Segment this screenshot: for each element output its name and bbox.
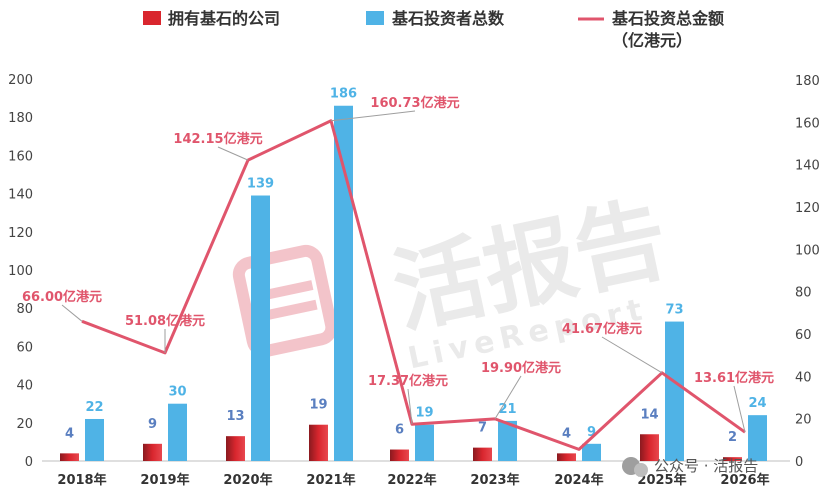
legend-amount-unit: （亿港元） xyxy=(612,31,692,50)
bar-investor xyxy=(85,418,104,461)
bar-company-value-label: 4 xyxy=(65,426,74,441)
y-right-tick-label: 180 xyxy=(795,74,820,89)
y-right-tick-label: 40 xyxy=(795,370,812,385)
bar-company-value-label: 4 xyxy=(562,426,571,441)
bar-company xyxy=(473,447,492,461)
legend-investor-label: 基石投资者总数 xyxy=(391,9,505,28)
y-left-tick-label: 20 xyxy=(16,417,33,432)
legend-amount-label: 基石投资总金额 xyxy=(611,9,724,28)
wechat-icon-bubble xyxy=(634,463,648,477)
y-right-tick-label: 160 xyxy=(795,116,820,131)
footer-text: 公众号 · 活报告 xyxy=(654,457,758,475)
y-axis-left: 0 20 40 60 80 100 120 140 160 180 200 xyxy=(8,73,33,470)
amount-value-label: 17.37亿港元 xyxy=(368,373,448,389)
amount-value-label: 160.73亿港元 xyxy=(370,95,459,111)
watermark-logo-icon xyxy=(232,244,338,358)
y-right-tick-label: 0 xyxy=(795,455,803,470)
y-left-tick-label: 180 xyxy=(8,111,33,126)
x-tick-label: 2023年 xyxy=(470,472,519,488)
y-right-tick-label: 80 xyxy=(795,286,812,301)
bar-company-value-label: 14 xyxy=(640,407,658,422)
bar-investor-value-label: 24 xyxy=(748,396,766,411)
bar-company xyxy=(143,443,162,461)
bar-investor-value-label: 139 xyxy=(247,177,274,192)
amount-value-label: 51.08亿港元 xyxy=(125,313,205,329)
bar-investor-value-label: 22 xyxy=(85,400,103,415)
x-tick-label: 2022年 xyxy=(387,472,436,488)
y-left-tick-label: 40 xyxy=(16,379,33,394)
legend-swatch-company xyxy=(143,11,161,25)
bar-company-value-label: 9 xyxy=(148,417,157,432)
bar-company xyxy=(390,449,409,461)
bar-investor xyxy=(748,415,767,461)
y-right-tick-label: 120 xyxy=(795,201,820,216)
amount-value-label: 13.61亿港元 xyxy=(694,370,774,386)
bar-investor xyxy=(582,443,601,461)
amount-label-leader xyxy=(601,336,663,374)
y-right-tick-label: 60 xyxy=(795,328,812,343)
bar-investor-value-label: 30 xyxy=(168,385,186,400)
legend: 拥有基石的公司 基石投资者总数 基石投资总金额 （亿港元） xyxy=(143,9,724,50)
bar-company-value-label: 13 xyxy=(226,409,244,424)
bar-investor-value-label: 73 xyxy=(665,303,683,318)
y-right-tick-label: 20 xyxy=(795,413,812,428)
x-tick-label: 2024年 xyxy=(554,472,603,488)
y-left-tick-label: 160 xyxy=(8,149,33,164)
bar-investor xyxy=(168,403,187,461)
x-tick-label: 2025年 xyxy=(637,472,686,488)
bar-investor-value-label: 19 xyxy=(415,406,433,421)
amount-labels: 66.00亿港元 51.08亿港元 142.15亿港元 160.73亿港元 17.37亿… xyxy=(22,95,774,433)
bar-investor-value-label: 186 xyxy=(330,87,357,102)
bar-company xyxy=(226,436,245,461)
amount-label-leader xyxy=(61,304,83,322)
amount-value-label: 142.15亿港元 xyxy=(173,131,262,147)
footer: 公众号 · 活报告 xyxy=(622,457,758,477)
amount-label-leader xyxy=(217,146,249,161)
bar-company xyxy=(723,457,742,461)
bar-investor xyxy=(251,195,270,461)
bar-investor xyxy=(665,321,684,461)
x-tick-label: 2020年 xyxy=(223,472,272,488)
bar-investor xyxy=(415,424,434,461)
y-left-tick-label: 60 xyxy=(16,340,33,355)
bar-company-value-label: 7 xyxy=(478,421,487,436)
bar-investor xyxy=(498,420,517,461)
watermark: 活报告 LiveReport xyxy=(232,185,676,376)
y-left-tick-label: 80 xyxy=(16,302,33,317)
amount-label-leader xyxy=(733,385,746,433)
amount-label-leader xyxy=(407,388,413,425)
y-left-tick-label: 200 xyxy=(8,73,33,88)
x-tick-label: 2026年 xyxy=(720,472,769,488)
amount-label-leader xyxy=(330,110,416,122)
amount-value-label: 66.00亿港元 xyxy=(22,289,102,305)
x-tick-label: 2019年 xyxy=(140,472,189,488)
y-right-tick-label: 140 xyxy=(795,159,820,174)
bar-company-value-label: 19 xyxy=(309,398,327,413)
amount-label-leader xyxy=(494,375,522,420)
y-left-tick-label: 100 xyxy=(8,264,33,279)
y-left-tick-label: 140 xyxy=(8,188,33,203)
x-tick-label: 2021年 xyxy=(306,472,355,488)
y-left-tick-label: 0 xyxy=(25,455,33,470)
bar-company xyxy=(60,453,79,461)
x-axis: 2018年 2019年 2020年 2021年 2022年 2023年 2024年 2025年… xyxy=(57,472,769,488)
bar-company-value-label: 6 xyxy=(395,423,404,438)
y-right-tick-label: 100 xyxy=(795,243,820,258)
amount-value-label: 19.90亿港元 xyxy=(481,360,561,376)
x-tick-label: 2018年 xyxy=(57,472,106,488)
legend-company-label: 拥有基石的公司 xyxy=(168,9,280,28)
bar-investor-value-label: 9 xyxy=(587,425,596,440)
legend-swatch-investor xyxy=(366,11,384,25)
amount-value-label: 41.67亿港元 xyxy=(562,321,642,337)
bar-investor xyxy=(334,105,353,462)
bar-company xyxy=(640,434,659,461)
y-left-tick-label: 120 xyxy=(8,226,33,241)
bar-company-value-label: 2 xyxy=(728,430,737,445)
bars xyxy=(60,105,767,462)
bar-company xyxy=(309,424,328,461)
y-axis-right: 0 20 40 60 80 100 120 140 160 180 xyxy=(795,74,820,470)
bar-company xyxy=(557,453,576,461)
